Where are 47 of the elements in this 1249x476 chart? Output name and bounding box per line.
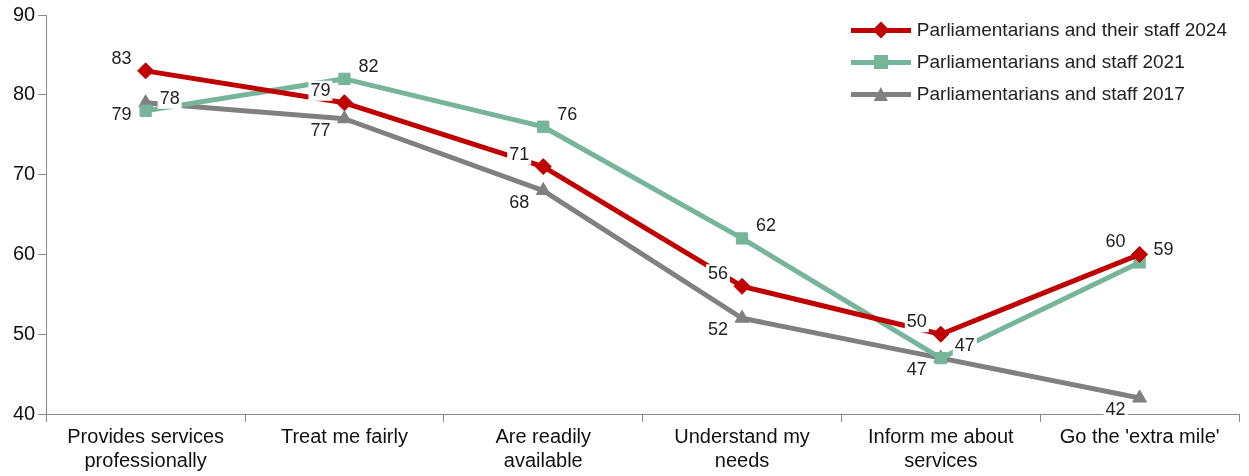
point — [1131, 245, 1149, 263]
data-label: 47 — [954, 335, 975, 356]
x-tick-label: Are readily available — [495, 424, 592, 471]
y-tick-label: 90 — [13, 2, 36, 25]
y-tick-label: 70 — [13, 162, 36, 185]
point — [932, 325, 950, 343]
point — [137, 62, 155, 80]
x-tick-label: Provides services professionally — [67, 424, 224, 471]
y-tick-label: 60 — [13, 241, 36, 264]
data-label: 71 — [509, 143, 530, 164]
legend-label: Parliamentarians and their staff 2024 — [916, 19, 1227, 41]
data-label: 79 — [310, 79, 331, 100]
point — [1132, 389, 1148, 403]
point — [534, 158, 552, 176]
data-label: 79 — [111, 103, 132, 124]
data-label: 62 — [756, 215, 777, 236]
data-label: 50 — [906, 311, 927, 332]
x-tick-label: Go the 'extra mile' — [1059, 424, 1220, 447]
data-label: 82 — [358, 55, 379, 76]
point — [338, 72, 351, 85]
data-label: 47 — [906, 359, 927, 380]
data-label: 68 — [509, 191, 530, 212]
data-label: 56 — [707, 263, 729, 284]
data-label: 59 — [1153, 239, 1174, 260]
data-label: 77 — [310, 119, 331, 140]
point — [733, 277, 751, 295]
y-tick-label: 50 — [13, 321, 36, 344]
x-tick-label: Inform me about services — [868, 424, 1015, 471]
data-label: 78 — [159, 87, 180, 108]
point — [537, 120, 550, 133]
y-tick-label: 40 — [13, 401, 36, 424]
x-tick-label: Understand my needs — [674, 424, 810, 471]
point — [735, 232, 749, 245]
data-label: 83 — [111, 47, 132, 68]
x-tick-label: Treat me fairly — [280, 424, 408, 447]
point — [734, 309, 750, 323]
point — [535, 182, 551, 196]
y-tick-label: 80 — [13, 82, 36, 105]
point — [335, 94, 353, 112]
point — [139, 104, 152, 117]
data-label: 60 — [1105, 231, 1126, 252]
legend-label: Parliamentarians and staff 2017 — [916, 83, 1185, 105]
data-label: 52 — [707, 319, 729, 340]
data-label: 76 — [557, 103, 578, 124]
data-label: 42 — [1105, 399, 1126, 420]
point — [337, 110, 352, 124]
legend-label: Parliamentarians and staff 2021 — [916, 51, 1185, 73]
